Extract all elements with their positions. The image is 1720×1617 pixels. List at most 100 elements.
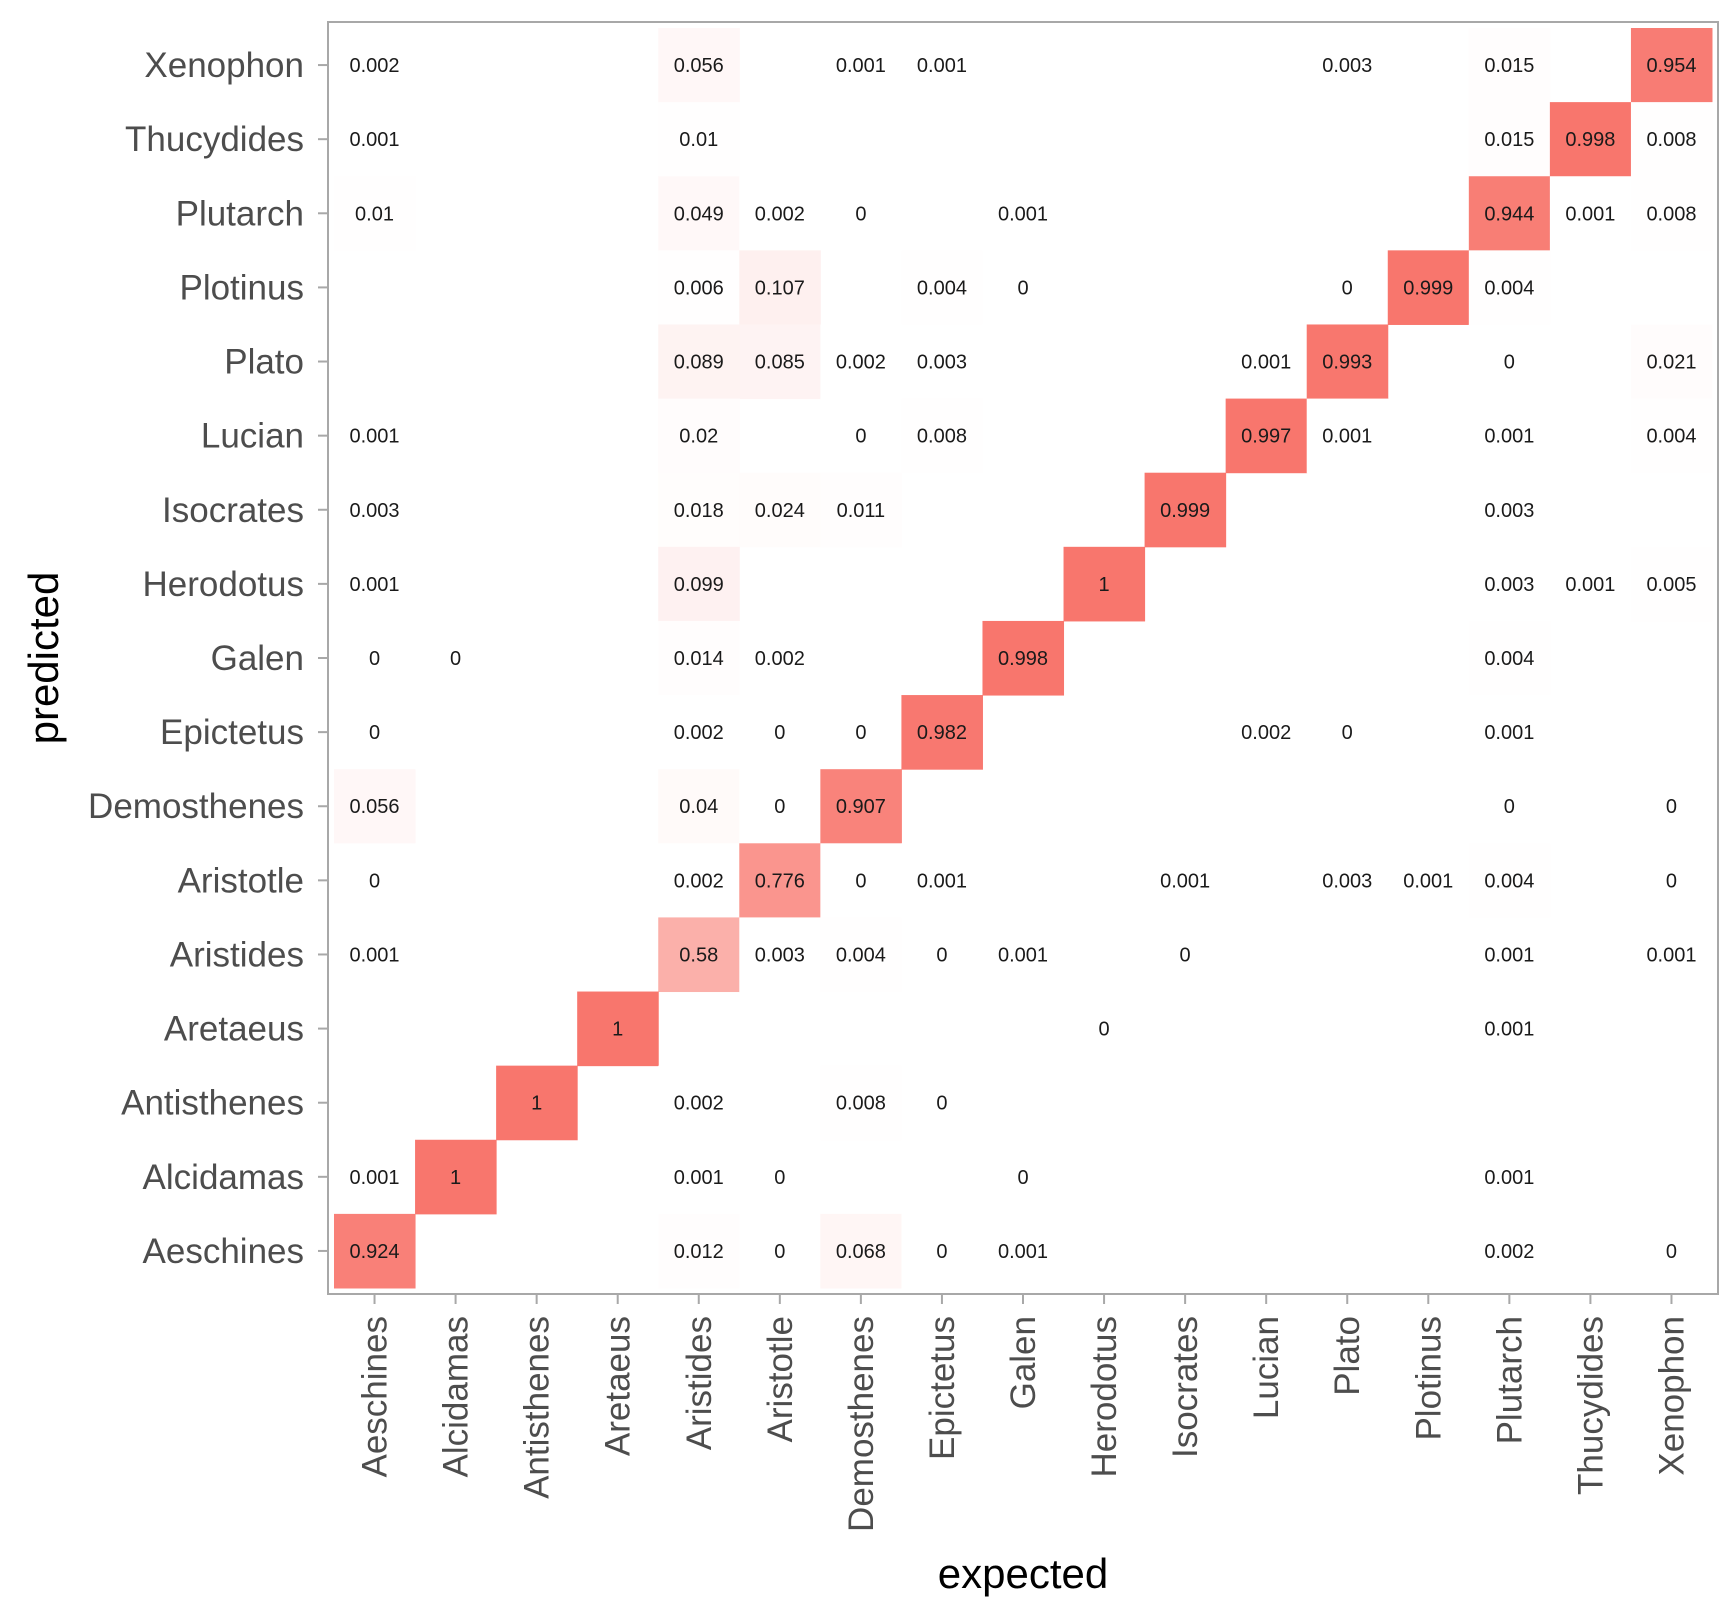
cell-label-isocrates-aristotle: 0.001 — [1160, 870, 1210, 892]
cell-xenophon-aeschines — [1630, 1213, 1713, 1289]
cell-label-demosthenes-demosthenes: 0.907 — [836, 796, 886, 818]
cell-aeschines-alcidamas — [334, 1139, 416, 1215]
y-tick-label-lucian: Lucian — [201, 417, 304, 456]
cell-label-plutarch-thucydides: 0.015 — [1484, 129, 1534, 151]
cell-label-thucydides-herodotus: 0.001 — [1565, 574, 1615, 596]
cell-label-xenophon-thucydides: 0.008 — [1646, 129, 1696, 151]
cell-plutarch-plutarch — [1468, 176, 1551, 251]
cell-aristides-plutarch — [658, 176, 740, 251]
cell-label-aristides-epictetus: 0.002 — [674, 722, 724, 744]
x-tick-label-plotinus: Plotinus — [1409, 1316, 1448, 1441]
cell-demosthenes-lucian — [820, 398, 902, 474]
cell-label-demosthenes-aeschines: 0.068 — [836, 1241, 886, 1263]
cell-label-plato-lucian: 0.001 — [1322, 426, 1372, 448]
cell-label-plato-plotinus: 0 — [1342, 277, 1353, 299]
cell-galen-galen — [982, 620, 1065, 696]
cell-aristotle-plotinus — [739, 250, 821, 325]
cell-isocrates-isocrates — [1144, 472, 1227, 548]
y-tick-label-aristotle: Aristotle — [178, 861, 304, 900]
cell-aeschines-galen — [334, 620, 416, 696]
cell-xenophon-plato — [1630, 324, 1713, 400]
cell-aristotle-aristotle — [739, 843, 821, 918]
x-tick-label-aeschines: Aeschines — [356, 1316, 395, 1477]
cell-label-aeschines-alcidamas: 0.001 — [349, 1167, 399, 1189]
cell-aristotle-alcidamas — [739, 1139, 821, 1215]
cell-label-aristides-lucian: 0.02 — [679, 426, 718, 448]
x-tick-label-isocrates: Isocrates — [1166, 1316, 1205, 1458]
cell-label-aeschines-isocrates: 0.003 — [349, 500, 399, 522]
cell-label-xenophon-aristides: 0.001 — [1646, 944, 1696, 966]
cell-demosthenes-demosthenes — [820, 769, 902, 844]
x-tick-label-galen: Galen — [1004, 1316, 1043, 1409]
cell-label-plutarch-alcidamas: 0.001 — [1484, 1167, 1534, 1189]
cell-label-aristides-galen: 0.014 — [674, 648, 724, 670]
cell-label-plotinus-plotinus: 0.999 — [1403, 277, 1453, 299]
cell-label-aristides-demosthenes: 0.04 — [679, 796, 718, 818]
cell-label-plutarch-plato: 0 — [1504, 352, 1515, 374]
y-tick-label-herodotus: Herodotus — [143, 565, 304, 604]
cell-aristides-alcidamas — [658, 1139, 740, 1215]
x-tick-label-alcidamas: Alcidamas — [437, 1316, 476, 1477]
cell-aristotle-isocrates — [739, 472, 821, 548]
cell-plato-lucian — [1306, 398, 1389, 474]
cell-aeschines-isocrates — [334, 472, 416, 548]
cell-demosthenes-antisthenes — [820, 1065, 902, 1141]
cell-galen-aristides — [982, 917, 1065, 993]
cell-aristides-isocrates — [658, 472, 740, 548]
cell-aristides-antisthenes — [658, 1065, 740, 1141]
cell-epictetus-lucian — [901, 398, 983, 474]
cell-plutarch-alcidamas — [1468, 1139, 1551, 1215]
cell-aristotle-plutarch — [739, 176, 821, 251]
cell-herodotus-aretaeus — [1063, 991, 1146, 1067]
cell-aeschines-herodotus — [334, 546, 416, 622]
cell-label-epictetus-aristotle: 0.001 — [917, 870, 967, 892]
cell-xenophon-aristides — [1630, 917, 1713, 993]
y-tick-label-xenophon: Xenophon — [144, 46, 304, 85]
cell-herodotus-herodotus — [1063, 546, 1146, 622]
cell-label-plutarch-isocrates: 0.003 — [1484, 500, 1534, 522]
cell-label-aristides-alcidamas: 0.001 — [674, 1167, 724, 1189]
cell-plutarch-epictetus — [1468, 695, 1551, 770]
cell-plato-aristotle — [1306, 843, 1389, 918]
cell-label-epictetus-plotinus: 0.004 — [917, 277, 967, 299]
cell-galen-plotinus — [982, 250, 1065, 325]
cell-demosthenes-plato — [820, 324, 902, 400]
cell-label-aretaeus-aretaeus: 1 — [612, 1019, 623, 1041]
cell-label-plutarch-aristotle: 0.004 — [1484, 870, 1534, 892]
cell-label-lucian-plato: 0.001 — [1241, 352, 1291, 374]
cell-galen-plutarch — [982, 176, 1065, 251]
cell-xenophon-herodotus — [1630, 546, 1713, 622]
cell-plutarch-galen — [1468, 620, 1551, 696]
cell-plutarch-isocrates — [1468, 472, 1551, 548]
cell-aeschines-plutarch — [334, 176, 416, 251]
cell-label-herodotus-herodotus: 1 — [1098, 574, 1109, 596]
cell-lucian-plato — [1225, 324, 1308, 400]
cell-label-galen-aeschines: 0.001 — [998, 1241, 1048, 1263]
cell-label-xenophon-plutarch: 0.008 — [1646, 203, 1696, 225]
cell-xenophon-xenophon — [1630, 28, 1713, 103]
cell-aristides-galen — [658, 620, 740, 696]
cell-aristides-epictetus — [658, 695, 740, 770]
cell-aeschines-thucydides — [334, 102, 416, 177]
cell-label-aristides-thucydides: 0.01 — [679, 129, 718, 151]
cell-lucian-lucian — [1225, 398, 1308, 474]
cell-plotinus-aristotle — [1387, 843, 1470, 918]
cell-label-aeschines-aristotle: 0 — [369, 870, 380, 892]
y-tick-label-demosthenes: Demosthenes — [88, 787, 304, 826]
cell-label-plutarch-plutarch: 0.944 — [1484, 203, 1534, 225]
cell-plutarch-aeschines — [1468, 1213, 1551, 1289]
cell-aristides-herodotus — [658, 546, 740, 622]
cell-galen-aeschines — [982, 1213, 1065, 1289]
cell-plutarch-plotinus — [1468, 250, 1551, 325]
cell-demosthenes-epictetus — [820, 695, 902, 770]
x-tick-label-aristides: Aristides — [680, 1316, 719, 1450]
cell-label-aristotle-plotinus: 0.107 — [755, 277, 805, 299]
x-tick-label-aristotle: Aristotle — [761, 1316, 800, 1442]
cell-galen-alcidamas — [982, 1139, 1065, 1215]
cell-label-plutarch-plotinus: 0.004 — [1484, 277, 1534, 299]
cell-label-demosthenes-aristides: 0.004 — [836, 944, 886, 966]
cell-label-aristotle-isocrates: 0.024 — [755, 500, 805, 522]
y-tick-label-isocrates: Isocrates — [162, 491, 304, 530]
y-tick-label-alcidamas: Alcidamas — [143, 1158, 304, 1197]
